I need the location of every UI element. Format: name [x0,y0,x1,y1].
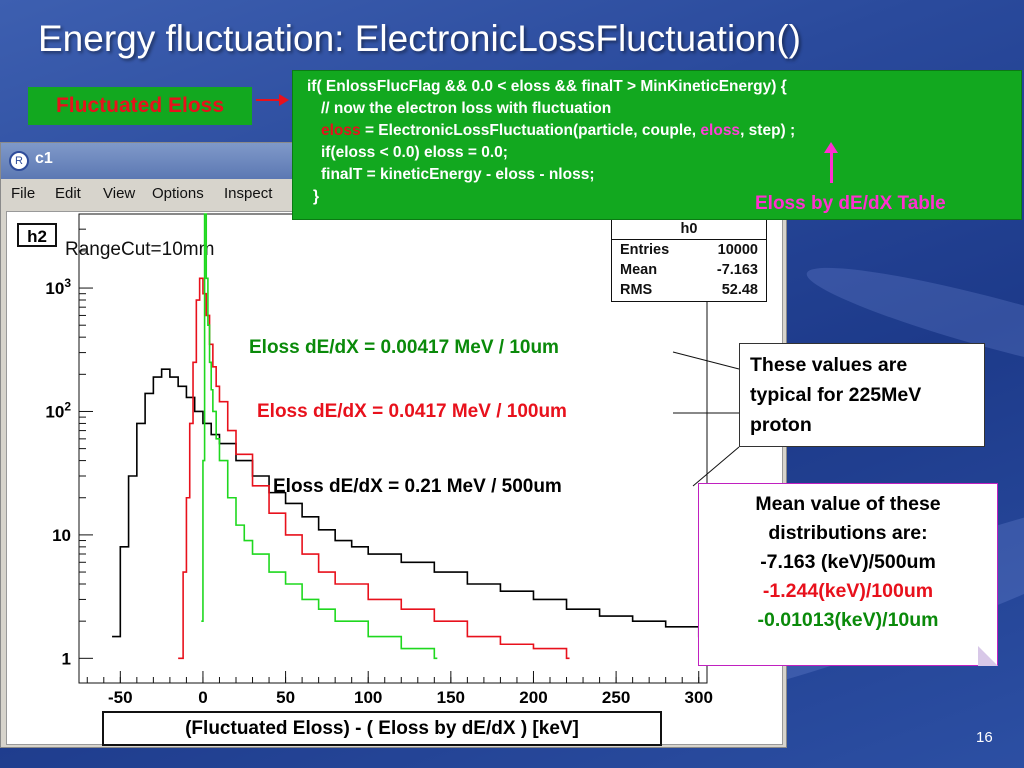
mean-value-500um: -7.163 (keV)/500um [760,551,936,573]
code-line: } [313,188,320,205]
arrow-right-icon [256,94,289,106]
code-line: // now the electron loss with fluctuatio… [321,100,612,117]
x-axis-label: (Fluctuated Eloss) - ( Eloss by dE/dX ) … [102,711,662,746]
stats-label: RMS [620,282,653,298]
eloss-table-label: Eloss by dE/dX Table [755,193,946,214]
stats-row: Mean -7.163 [612,260,766,280]
stats-value: -7.163 [716,262,758,278]
code-box: if( EnlossFlucFlag && 0.0 < eloss && fin… [292,70,1022,220]
typical-values-note: These values are typical for 225MeV prot… [739,343,985,447]
menubar: File Edit View Options Inspect [1,181,786,207]
stats-title: h0 [612,219,766,240]
annotation-10um: Eloss dE/dX = 0.00417 MeV / 10um [249,337,559,358]
menu-view[interactable]: View [103,185,136,202]
menu-edit[interactable]: Edit [55,185,81,202]
stats-label: Mean [620,262,658,278]
menu-inspect[interactable]: Inspect [224,185,273,202]
code-text: , step) ; [740,122,796,139]
window-title: c1 [35,150,53,167]
stats-value: 52.48 [721,282,758,298]
code-token-eloss: eloss [321,122,361,139]
stats-row: Entries 10000 [612,240,766,260]
annotation-500um: Eloss dE/dX = 0.21 MeV / 500um [273,476,562,497]
note-line: Mean value of these [755,493,941,515]
menu-file[interactable]: File [11,185,36,202]
root-app-icon: R [9,151,29,171]
stats-value: 10000 [717,242,758,258]
stats-box: h0 Entries 10000 Mean -7.163 RMS 52.48 [611,218,767,302]
stats-label: Entries [620,242,670,258]
note-line: These values are [750,354,908,376]
code-line: if( EnlossFlucFlag && 0.0 < eloss && fin… [307,78,787,95]
stats-row: RMS 52.48 [612,280,766,300]
code-line: finalT = kineticEnergy - eloss - nloss; [321,166,595,183]
menu-options[interactable]: Options [152,185,204,202]
code-line: eloss = ElectronicLossFluctuation(partic… [307,120,1007,142]
code-line: if(eloss < 0.0) eloss = 0.0; [321,144,508,161]
mean-value-100um: -1.244(keV)/100um [762,580,934,602]
note-line: proton [750,414,812,436]
histogram-name-label: h2 [17,223,57,247]
arrow-up-icon [824,142,838,183]
note-line: distributions are: [768,522,928,544]
page-number: 16 [976,729,993,746]
page-title: Energy fluctuation: ElectronicLossFluctu… [38,18,801,59]
code-text: = ElectronicLossFluctuation(particle, co… [360,122,701,139]
mean-values-note: Mean value of these distributions are: -… [698,483,998,666]
page-curl-icon [978,646,998,666]
fluctuated-eloss-label: Fluctuated Eloss [28,87,252,125]
annotation-100um: Eloss dE/dX = 0.0417 MeV / 100um [257,401,567,422]
rangecut-label: RangeCut=10mm [65,239,215,260]
mean-value-10um: -0.01013(keV)/10um [757,609,939,631]
code-token-eloss: eloss [700,122,741,139]
note-line: typical for 225MeV [750,384,922,406]
